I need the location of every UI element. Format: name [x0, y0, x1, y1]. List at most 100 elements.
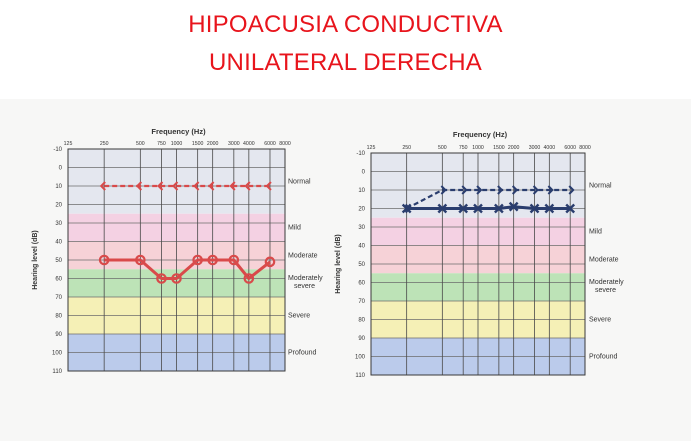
band-label-moderately-severe: Moderately severe — [288, 275, 323, 290]
x-tick-label: 4000 — [544, 145, 556, 151]
data-point-cross — [437, 203, 448, 214]
x-tick-label: 250 — [100, 141, 109, 147]
x-tick-label: 2000 — [508, 145, 520, 151]
y-tick-label: 60 — [358, 281, 365, 287]
x-tick-label: 3000 — [529, 145, 541, 151]
y-tick-label: 40 — [358, 244, 365, 250]
slide-title-line1: HIPOACUSIA CONDUCTIVA — [188, 11, 503, 38]
x-tick-label: 8000 — [579, 145, 591, 151]
band-label-mild: Mild — [288, 225, 301, 232]
x-axis-title: Frequency (Hz) — [453, 130, 508, 139]
data-point-circle — [192, 254, 203, 266]
band-label-normal: Normal — [288, 178, 311, 185]
x-tick-label: 125 — [367, 145, 376, 151]
data-point-bracket — [157, 181, 164, 191]
y-tick-label: 100 — [355, 355, 366, 361]
data-point-bracket — [461, 185, 468, 195]
x-tick-label: 3000 — [228, 141, 240, 147]
data-point-bracket — [135, 181, 143, 191]
band-label-line: Moderately — [589, 279, 624, 286]
x-tick-label: 250 — [402, 145, 411, 151]
y-tick-label: 80 — [358, 318, 365, 324]
band-label-moderate: Moderate — [288, 252, 318, 259]
data-point-cross — [565, 203, 576, 214]
y-tick-label: 50 — [358, 262, 365, 268]
y-tick-label: 60 — [55, 277, 62, 283]
data-point-cross — [473, 203, 483, 214]
data-point-bracket — [229, 181, 236, 191]
x-tick-label: 1000 — [171, 141, 183, 147]
x-tick-label: 2000 — [207, 141, 219, 147]
y-tick-label: 70 — [358, 299, 365, 305]
data-point-bracket — [208, 181, 215, 191]
series-line-dashed — [406, 188, 571, 210]
y-tick-label: 20 — [358, 207, 365, 213]
data-point-bracket — [193, 181, 200, 191]
data-point-cross — [529, 203, 540, 214]
band-label-mild: Mild — [589, 229, 602, 236]
data-point-bracket — [511, 185, 519, 195]
y-tick-label: 20 — [55, 203, 62, 209]
data-point-cross — [508, 201, 519, 212]
y-tick-label: 110 — [52, 369, 62, 375]
y-axis-label: Hearing level (dB) — [335, 234, 342, 294]
data-point-cross — [544, 203, 555, 214]
x-tick-label: 8000 — [279, 141, 291, 147]
data-point-bracket — [172, 181, 179, 191]
data-point-circle — [156, 273, 167, 284]
data-point-cross — [458, 203, 469, 214]
x-axis-title: Frequency (Hz) — [151, 127, 206, 136]
data-point-circle — [243, 273, 255, 284]
data-point-bracket — [476, 185, 483, 195]
y-axis-label: Hearing level (dB) — [32, 230, 39, 290]
x-tick-label: 1500 — [493, 145, 505, 151]
data-point-circle — [207, 254, 218, 266]
y-tick-label: 30 — [358, 225, 365, 231]
data-point-circle — [228, 254, 240, 266]
band-label-moderate: Moderate — [589, 256, 619, 263]
band-label-moderately-severe: Moderately severe — [589, 279, 624, 294]
band-label-severe: Severe — [589, 317, 611, 324]
series-line-solid — [104, 258, 271, 280]
x-tick-label: 500 — [438, 145, 447, 151]
x-tick-label: 4000 — [243, 141, 255, 147]
plot-frame — [370, 152, 586, 376]
data-point-bracket — [568, 185, 575, 195]
y-tick-label: 0 — [362, 170, 366, 176]
y-tick-label: -10 — [53, 147, 62, 153]
data-point-bracket — [547, 185, 554, 195]
data-point-cross — [401, 203, 412, 214]
x-tick-label: 750 — [157, 141, 166, 147]
y-tick-label: 80 — [55, 314, 62, 320]
x-tick-label: 750 — [459, 145, 468, 151]
band-label-severe: Severe — [288, 313, 310, 320]
band-label-profound: Profound — [288, 350, 317, 357]
data-point-circle — [264, 256, 276, 268]
slide-title-line2: UNILATERAL DERECHA — [209, 49, 482, 76]
band-label-profound: Profound — [589, 354, 618, 361]
data-point-circle — [135, 254, 146, 266]
data-point-bracket — [265, 181, 272, 191]
data-point-cross — [494, 203, 504, 214]
data-point-bracket — [440, 185, 447, 195]
y-tick-label: 0 — [59, 166, 63, 172]
y-tick-label: 100 — [52, 351, 63, 357]
band-label-line: severe — [294, 283, 315, 290]
data-point-circle — [98, 254, 110, 266]
data-point-bracket — [99, 181, 106, 191]
y-tick-label: 70 — [55, 295, 62, 301]
y-tick-label: 40 — [55, 240, 62, 246]
x-tick-label: 125 — [64, 141, 73, 147]
band-label-line: Moderately — [288, 275, 323, 282]
x-tick-label: 1000 — [472, 145, 484, 151]
band-label-normal: Normal — [589, 182, 612, 189]
y-tick-label: 50 — [55, 258, 62, 264]
x-tick-label: 6000 — [264, 141, 276, 147]
band-label-line: severe — [595, 287, 616, 294]
data-point-circle — [171, 273, 182, 284]
y-tick-label: -10 — [356, 151, 365, 157]
y-tick-label: 110 — [355, 373, 365, 379]
data-point-bracket — [497, 185, 504, 195]
